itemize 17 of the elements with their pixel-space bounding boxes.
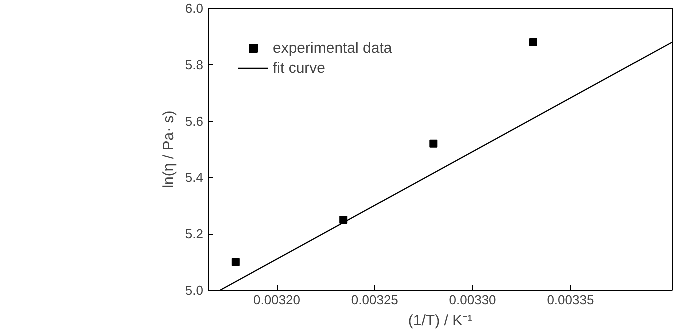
y-tick-label: 5.0 <box>185 283 204 298</box>
point <box>529 38 538 46</box>
legend-label: experimental data <box>273 40 392 56</box>
y-tick-label: 5.8 <box>185 57 204 72</box>
y-tick-label: 6.0 <box>185 1 204 16</box>
x-tick-label: 0.00320 <box>254 292 301 308</box>
y-tick-label: 5.6 <box>185 114 204 129</box>
legend-label: fit curve <box>273 60 326 76</box>
y-tick-label: 5.4 <box>185 170 204 186</box>
x-tick-label: 0.00330 <box>449 292 496 308</box>
x-axis-title: (1/T) / K⁻¹ <box>408 312 473 330</box>
point <box>430 140 438 148</box>
x-tick-label: 0.00335 <box>547 292 594 308</box>
point <box>232 258 240 266</box>
x-tick-label: 0.00325 <box>351 292 398 308</box>
y-axis-title: ln(η / Pa· s) <box>160 110 178 188</box>
y-tick-label: 5.2 <box>185 226 204 242</box>
